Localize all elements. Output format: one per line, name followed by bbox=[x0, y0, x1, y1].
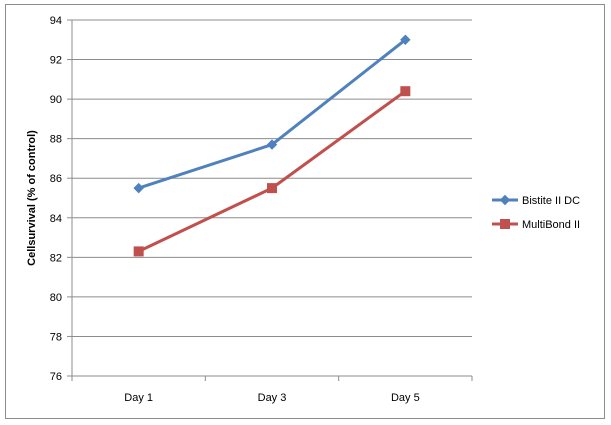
data-point-bistite-ii-dc bbox=[400, 34, 411, 45]
y-tick-labels: 76 78 80 82 84 86 88 90 92 94 bbox=[50, 15, 62, 383]
data-point-multibond-ii bbox=[400, 86, 411, 97]
y-tick-label: 86 bbox=[50, 173, 62, 185]
legend-marker-bistite-ii-dc bbox=[499, 194, 511, 206]
series-layer bbox=[133, 34, 411, 257]
data-point-bistite-ii-dc bbox=[133, 182, 144, 194]
axes bbox=[67, 19, 473, 381]
y-tick-label: 80 bbox=[50, 292, 62, 304]
data-point-multibond-ii bbox=[133, 246, 144, 257]
legend: Bistite II DC MultiBond II bbox=[492, 194, 580, 231]
y-tick-label: 78 bbox=[50, 331, 62, 343]
y-axis-title: Cellsurvival (% of control) bbox=[26, 130, 38, 266]
series-line-bistite-ii-dc bbox=[138, 38, 407, 190]
y-tick-label: 84 bbox=[50, 213, 62, 225]
y-tick-label: 90 bbox=[50, 94, 62, 106]
legend-marker-multibond-ii bbox=[500, 219, 510, 229]
chart-frame bbox=[5, 4, 605, 419]
data-point-bistite-ii-dc bbox=[266, 139, 278, 150]
y-tick-label: 94 bbox=[50, 15, 62, 27]
x-tick-label: Day 5 bbox=[391, 392, 420, 404]
y-tick-label: 88 bbox=[50, 134, 62, 146]
y-tick-label: 82 bbox=[50, 252, 62, 264]
legend-label-multibond-ii: MultiBond II bbox=[522, 219, 580, 231]
series-line-multibond-ii bbox=[138, 89, 407, 253]
gridlines bbox=[72, 19, 472, 337]
legend-label-bistite-ii-dc: Bistite II DC bbox=[522, 195, 580, 207]
x-tick-labels: Day 1 Day 3 Day 5 bbox=[124, 392, 419, 404]
x-tick-label: Day 3 bbox=[258, 392, 287, 404]
x-tick-label: Day 1 bbox=[124, 392, 153, 404]
y-tick-label: 92 bbox=[50, 55, 62, 67]
y-tick-label: 76 bbox=[50, 371, 62, 383]
data-point-multibond-ii bbox=[267, 183, 277, 194]
